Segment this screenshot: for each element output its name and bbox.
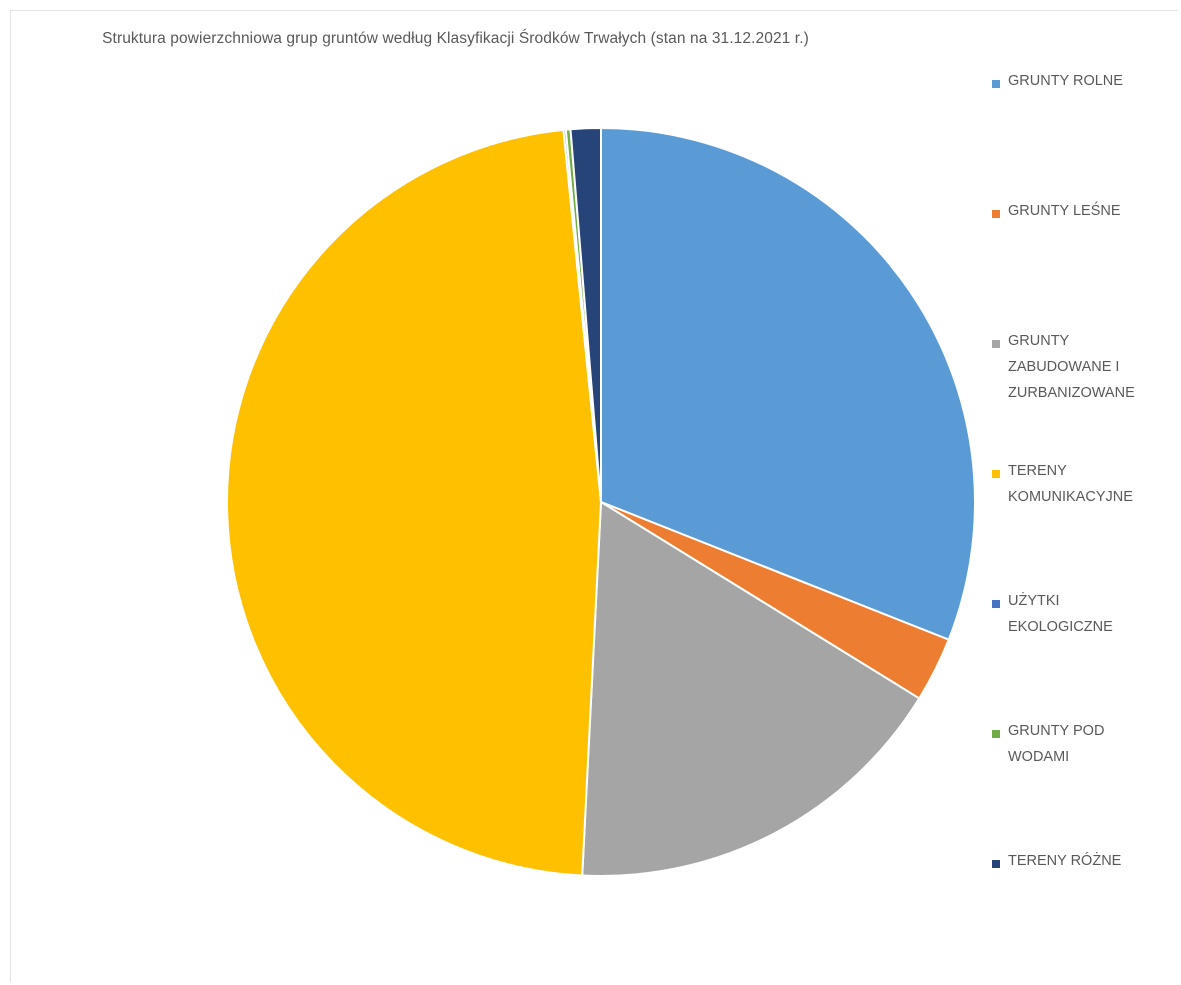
legend-label: GRUNTY ZABUDOWANE I ZURBANIZOWANE <box>1008 333 1135 401</box>
legend-item-1: GRUNTY LEŚNE <box>992 203 1173 224</box>
legend-swatch <box>992 210 1000 218</box>
legend-item-4: UŻYTKI EKOLOGICZNE <box>992 593 1128 640</box>
legend-swatch <box>992 470 1000 478</box>
legend-item-0: GRUNTY ROLNE <box>992 73 1173 94</box>
legend-item-2: GRUNTY ZABUDOWANE I ZURBANIZOWANE <box>992 333 1173 406</box>
legend-label: TERENY RÓŻNE <box>1008 853 1122 869</box>
pie-slice-2 <box>581 501 921 877</box>
legend-item-5: GRUNTY POD WODAMI <box>992 723 1118 770</box>
pie-slice-0 <box>600 127 976 641</box>
legend-item-3: TERENY KOMUNIKACYJNE <box>992 463 1148 510</box>
pie-slice-3 <box>226 128 602 877</box>
chart-area <box>10 10 1178 982</box>
legend-label: UŻYTKI EKOLOGICZNE <box>1008 593 1113 635</box>
legend-label: GRUNTY POD WODAMI <box>1008 723 1105 765</box>
legend-swatch <box>992 860 1000 868</box>
legend-swatch <box>992 730 1000 738</box>
legend-swatch <box>992 80 1000 88</box>
legend-label: GRUNTY LEŚNE <box>1008 203 1121 219</box>
pie-slice-6 <box>569 127 602 503</box>
legend-swatch <box>992 600 1000 608</box>
legend-label: GRUNTY ROLNE <box>1008 73 1123 89</box>
legend-swatch <box>992 340 1000 348</box>
legend-label: TERENY KOMUNIKACYJNE <box>1008 463 1133 505</box>
chart-title: Struktura powierzchniowa grup gruntów we… <box>102 30 809 47</box>
legend-item-6: TERENY RÓŻNE <box>992 853 1173 874</box>
